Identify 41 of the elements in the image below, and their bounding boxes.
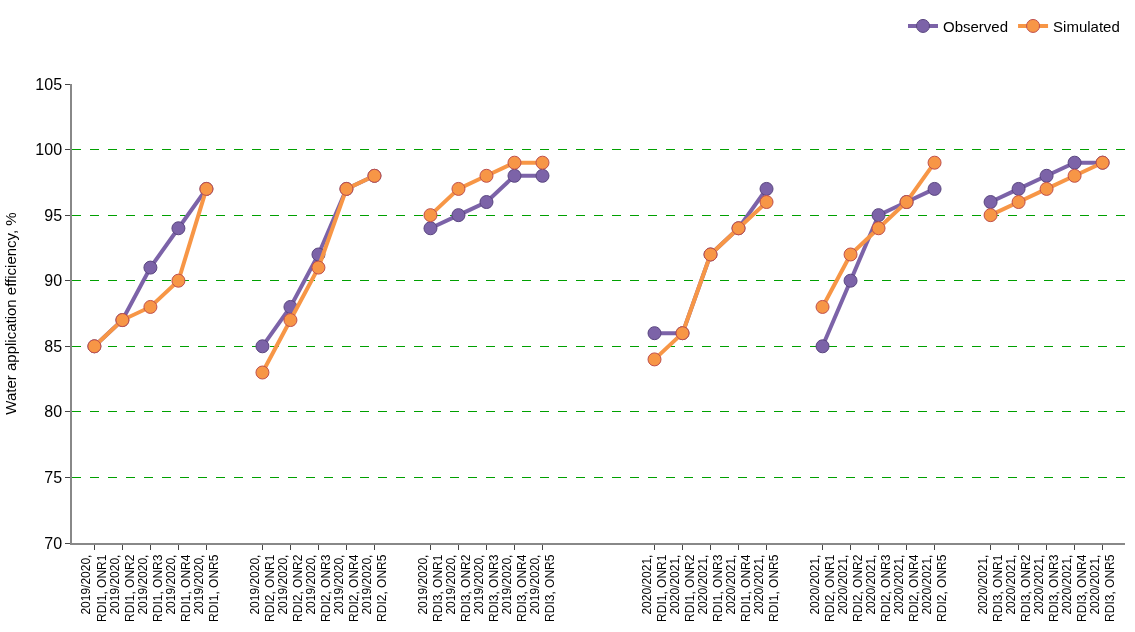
x-tick-label: 2019/2020, RDI3, ONR3 [471,554,502,622]
x-tick-label: 2019/2020, RDI2, ONR5 [359,554,390,622]
x-tick-label: 2020/2021, RDI2, ONR5 [919,554,950,622]
x-tick-label: 2020/2021, RDI2, ONR3 [863,554,894,622]
x-tick-label: 2020/2021, RDI1, ONR3 [695,554,726,622]
x-tick-label: 2019/2020, RDI3, ONR2 [443,554,474,622]
x-tick-label: 2019/2020, RDI1, ONR2 [107,554,138,622]
y-axis-title: Water application efficiency, % [2,212,20,415]
x-tick-label: 2019/2020, RDI1, ONR4 [163,554,194,622]
x-tick-label: 2019/2020, RDI1, ONR5 [191,554,222,622]
legend-label: Simulated [1053,17,1120,35]
y-tick-label: 90 [44,272,63,290]
legend-label: Observed [943,17,1009,35]
x-tick-label: 2020/2021, RDI3, ONR1 [975,554,1006,622]
x-tick-label: 2020/2021, RDI2, ONR1 [807,554,838,622]
x-tick-label: 2020/2021, RDI3, ONR2 [1003,554,1034,622]
x-tick-label: 2020/2021, RDI3, ONR4 [1059,554,1090,622]
x-tick-label: 2019/2020, RDI2, ONR1 [247,554,278,622]
y-tick-label: 85 [44,337,63,355]
y-tick-label: 80 [44,403,63,421]
x-tick-label: 2019/2020, RDI1, ONR3 [135,554,166,622]
x-tick-label: 2019/2020, RDI1, ONR1 [79,554,110,622]
x-tick-label: 2020/2021, RDI1, ONR5 [751,554,782,622]
x-tick-label: 2019/2020, RDI2, ONR4 [331,554,362,622]
y-tick-label: 105 [35,75,63,93]
x-tick-label: 2020/2021, RDI1, ONR4 [723,554,754,622]
x-tick-label: 2020/2021, RDI2, ONR2 [835,554,866,622]
x-tick-label: 2020/2021, RDI3, ONR3 [1031,554,1062,622]
y-tick-label: 75 [44,469,63,487]
x-tick-label: 2020/2021, RDI1, ONR1 [639,554,670,622]
x-tick-label: 2019/2020, RDI3, ONR1 [415,554,446,622]
x-tick-label: 2019/2020, RDI3, ONR4 [499,554,530,622]
x-tick-label: 2020/2021, RDI2, ONR4 [891,554,922,622]
x-tick-label: 2019/2020, RDI3, ONR5 [527,554,558,622]
x-tick-label: 2020/2021, RDI3, ONR5 [1087,554,1118,622]
y-tick-label: 70 [44,534,63,552]
x-tick-label: 2019/2020, RDI2, ONR2 [275,554,306,622]
x-tick-label: 2019/2020, RDI2, ONR3 [303,554,334,622]
y-tick-label: 95 [44,206,63,224]
y-tick-label: 100 [35,141,63,159]
x-tick-label: 2020/2021, RDI1, ONR2 [667,554,698,622]
